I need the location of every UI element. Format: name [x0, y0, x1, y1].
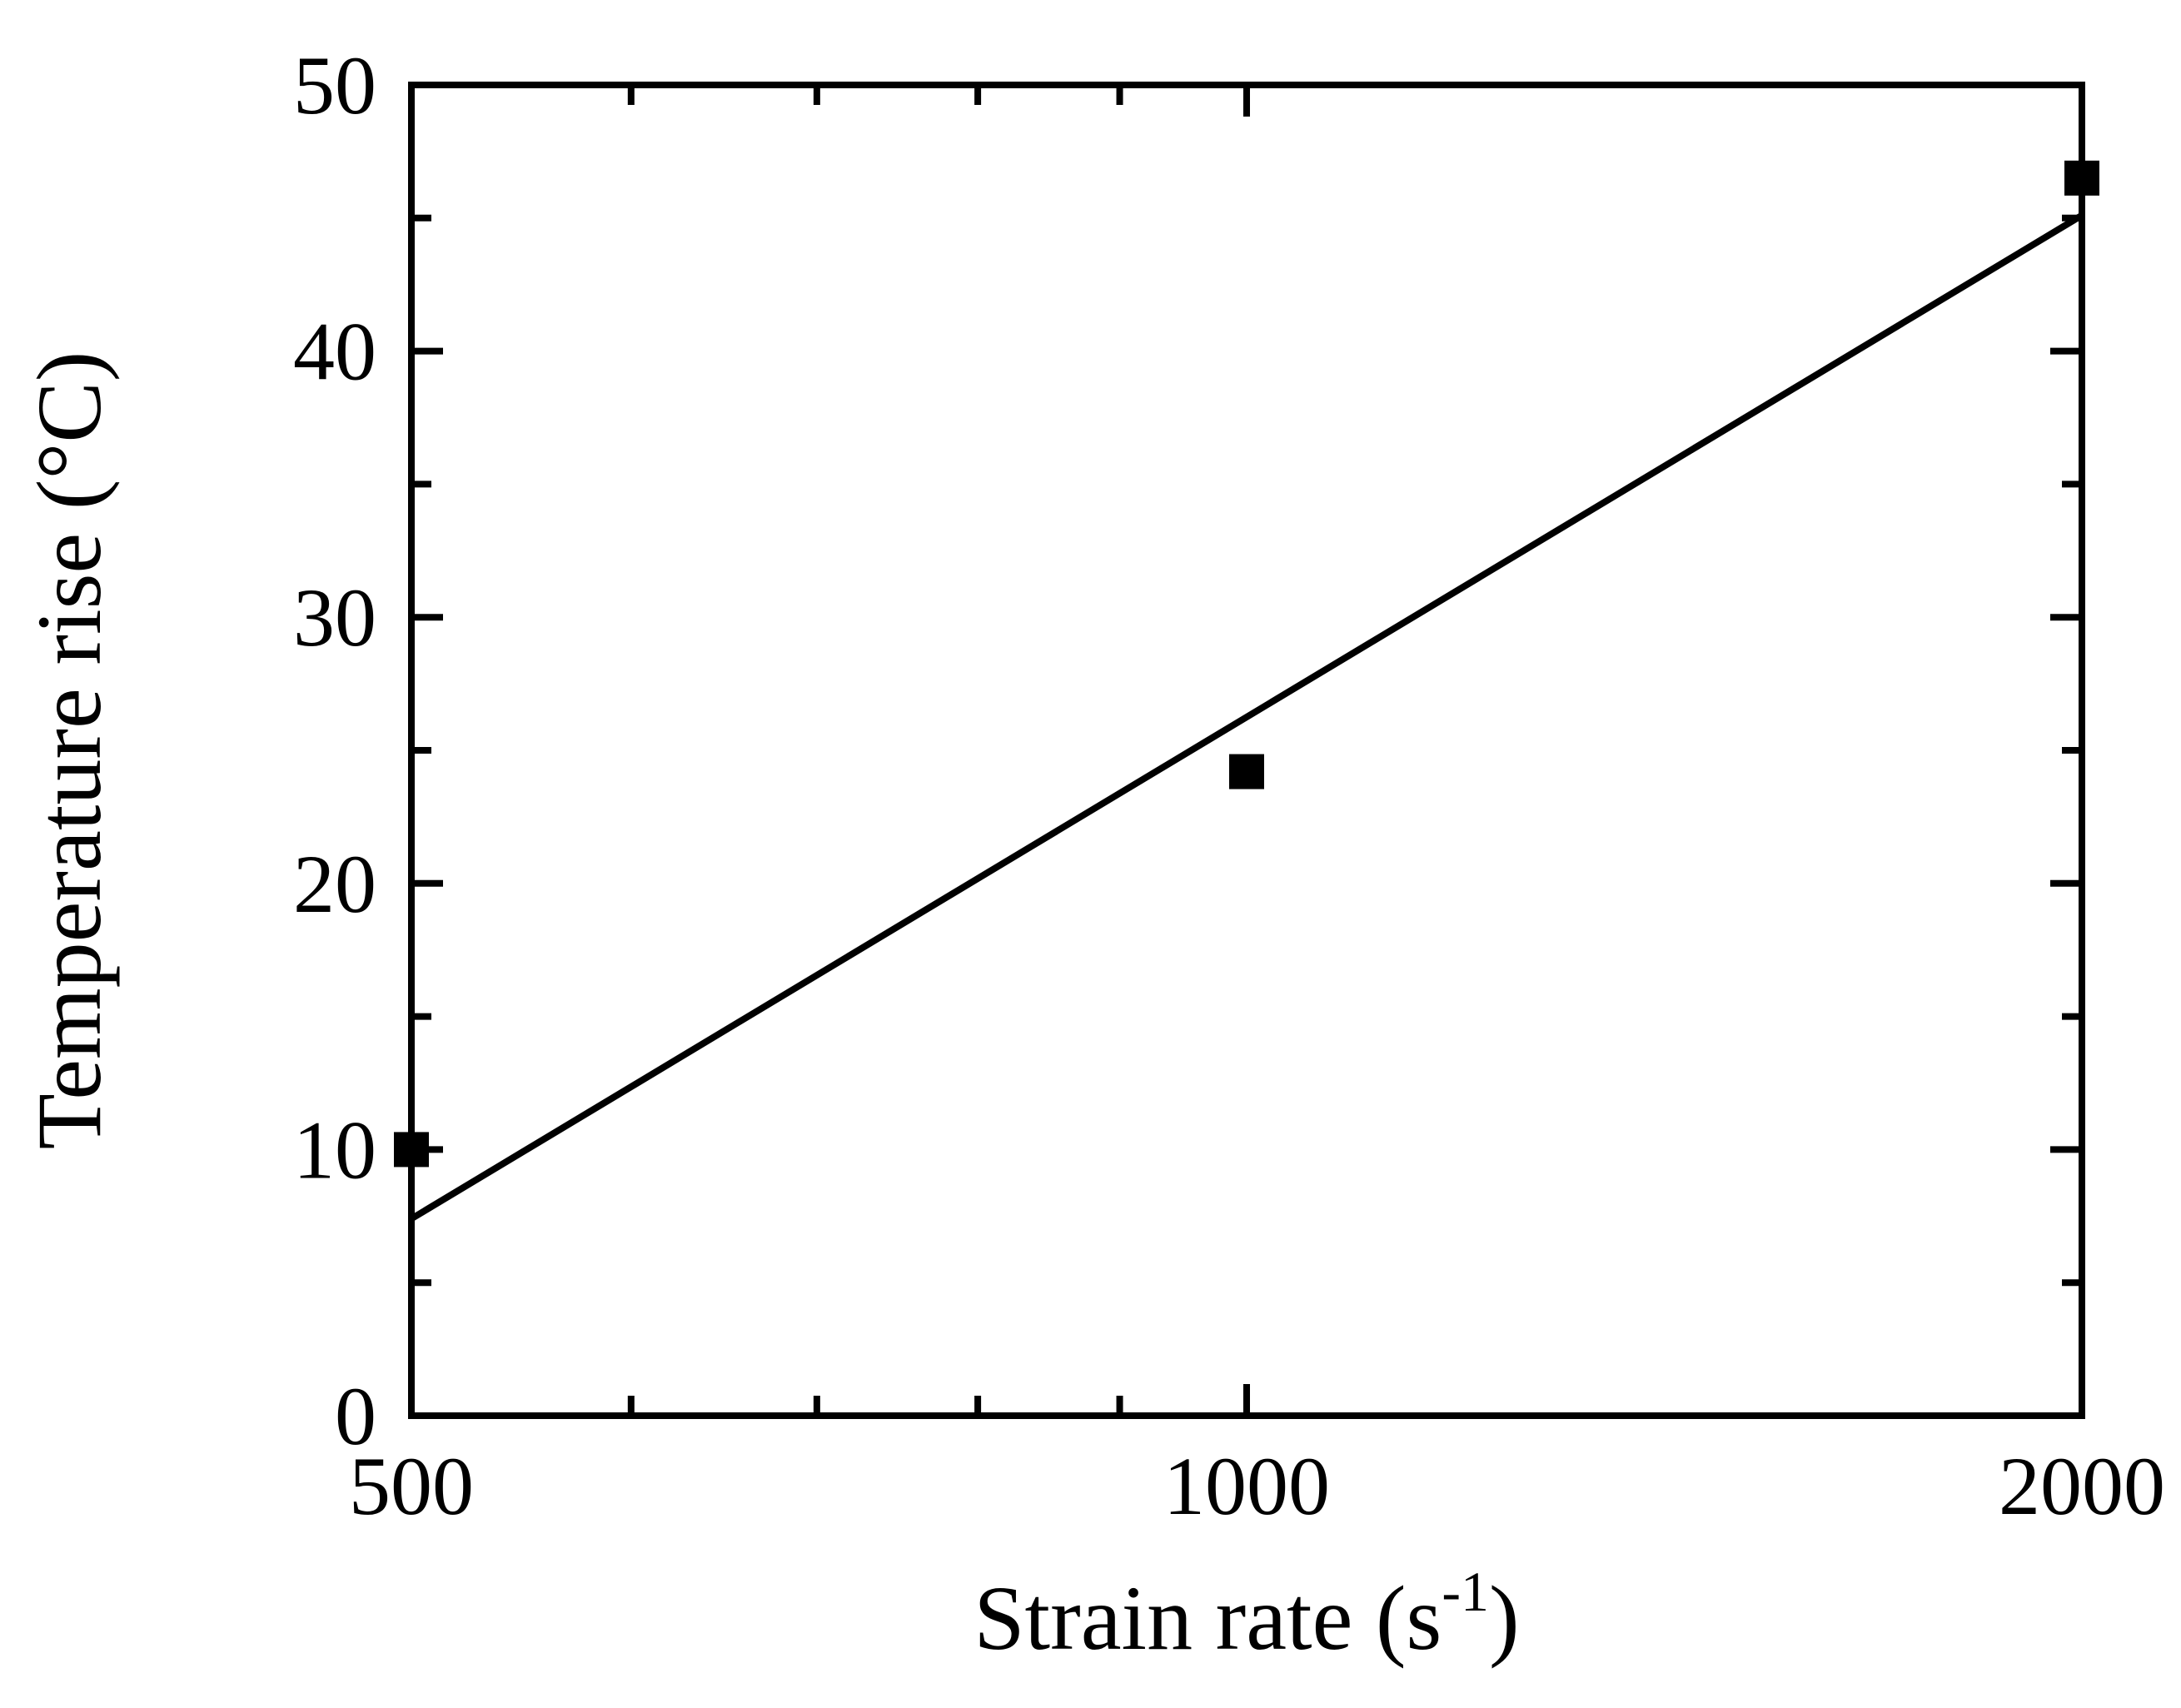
data-point	[1229, 754, 1264, 789]
x-tick-label: 2000	[1999, 1440, 2165, 1532]
chart-container: 5001000200001020304050Strain rate (s-1)T…	[0, 0, 2181, 1708]
data-point	[394, 1132, 429, 1167]
x-axis-label: Strain rate (s-1)	[973, 1560, 1519, 1669]
scatter-chart: 5001000200001020304050Strain rate (s-1)T…	[0, 0, 2181, 1708]
y-tick-label: 20	[293, 838, 376, 930]
y-tick-label: 50	[293, 39, 376, 132]
x-tick-label: 1000	[1163, 1440, 1330, 1532]
x-axis: 50010002000	[349, 85, 2165, 1532]
y-axis-label: Temperature rise (°C)	[18, 351, 120, 1150]
fit-line	[411, 216, 2082, 1219]
y-tick-label: 0	[335, 1370, 376, 1462]
y-tick-label: 30	[293, 571, 376, 664]
y-tick-label: 40	[293, 306, 376, 398]
y-tick-label: 10	[293, 1103, 376, 1196]
plot-frame	[411, 85, 2082, 1416]
data-point	[2064, 161, 2099, 196]
